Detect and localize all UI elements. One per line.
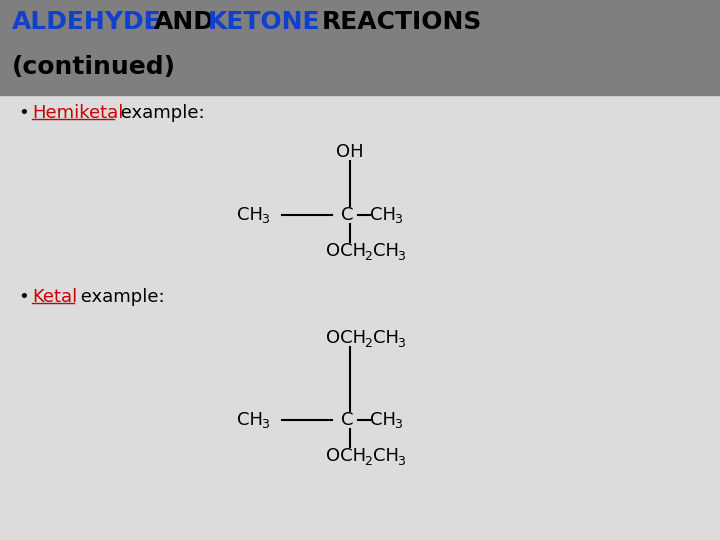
- Text: 3: 3: [394, 213, 402, 226]
- Text: 3: 3: [397, 455, 405, 468]
- Text: KETONE: KETONE: [208, 10, 320, 34]
- Text: CH: CH: [373, 329, 399, 347]
- Text: 2: 2: [364, 455, 372, 468]
- Text: Ketal: Ketal: [32, 288, 77, 306]
- Text: 3: 3: [397, 250, 405, 263]
- Text: •: •: [18, 104, 29, 122]
- Text: 3: 3: [394, 418, 402, 431]
- Text: example:: example:: [115, 104, 204, 122]
- Text: OH: OH: [336, 143, 364, 161]
- Text: •: •: [18, 288, 29, 306]
- Text: (continued): (continued): [12, 55, 176, 79]
- Text: CH: CH: [370, 411, 396, 429]
- Text: CH: CH: [370, 206, 396, 224]
- Text: OCH: OCH: [326, 242, 366, 260]
- Text: CH: CH: [373, 447, 399, 465]
- Text: OCH: OCH: [326, 447, 366, 465]
- Text: 2: 2: [364, 337, 372, 350]
- Text: 2: 2: [364, 250, 372, 263]
- Text: AND: AND: [154, 10, 215, 34]
- Bar: [0, 0, 720, 95]
- Text: 3: 3: [397, 337, 405, 350]
- Text: CH: CH: [373, 242, 399, 260]
- Text: Hemiketal: Hemiketal: [32, 104, 123, 122]
- Text: 3: 3: [261, 213, 269, 226]
- Text: REACTIONS: REACTIONS: [322, 10, 482, 34]
- Text: 3: 3: [261, 418, 269, 431]
- Text: C: C: [341, 206, 354, 224]
- Text: CH: CH: [237, 206, 263, 224]
- Text: OCH: OCH: [326, 329, 366, 347]
- Text: example:: example:: [75, 288, 165, 306]
- Text: CH: CH: [237, 411, 263, 429]
- Text: C: C: [341, 411, 354, 429]
- Text: ALDEHYDE: ALDEHYDE: [12, 10, 161, 34]
